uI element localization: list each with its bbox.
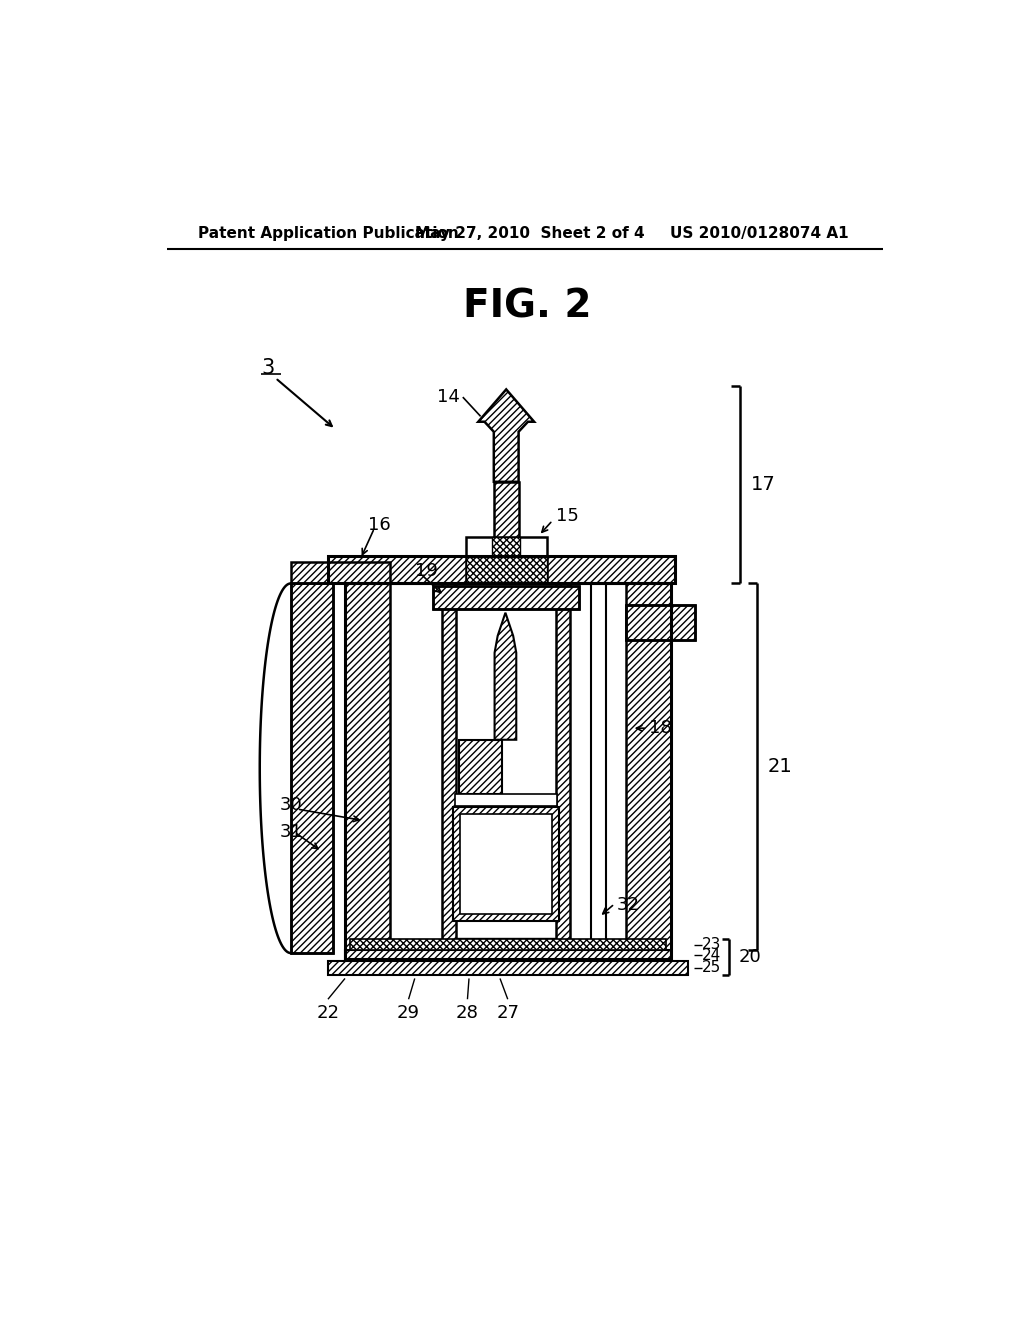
Text: 20: 20 — [738, 948, 762, 966]
Bar — [345, 583, 390, 960]
Bar — [345, 583, 671, 960]
Bar — [328, 556, 675, 583]
Text: 16: 16 — [369, 516, 391, 533]
Bar — [455, 793, 557, 807]
Bar — [466, 537, 547, 556]
Text: 30: 30 — [280, 796, 303, 814]
Text: 24: 24 — [701, 948, 721, 962]
Bar — [328, 556, 466, 583]
Bar — [442, 583, 456, 950]
Bar — [432, 586, 579, 609]
Bar — [328, 961, 687, 974]
Text: 25: 25 — [701, 960, 721, 975]
Text: 3: 3 — [261, 358, 274, 378]
Bar — [291, 583, 334, 953]
Text: 19: 19 — [415, 562, 437, 579]
Polygon shape — [495, 612, 516, 739]
Text: 28: 28 — [456, 1003, 479, 1022]
Bar — [460, 813, 552, 913]
Bar — [459, 739, 503, 793]
Text: 21: 21 — [767, 758, 793, 776]
Bar — [349, 940, 666, 950]
Text: 27: 27 — [497, 1003, 519, 1022]
Text: 17: 17 — [751, 475, 776, 495]
Text: 23: 23 — [701, 937, 721, 952]
Text: US 2010/0128074 A1: US 2010/0128074 A1 — [671, 226, 849, 242]
Bar — [493, 537, 520, 556]
Text: 18: 18 — [649, 719, 672, 737]
Polygon shape — [478, 389, 535, 482]
Bar — [345, 950, 671, 961]
Bar — [291, 562, 390, 583]
Text: 32: 32 — [616, 896, 639, 915]
Bar — [626, 605, 695, 640]
Bar — [556, 583, 569, 950]
Text: 15: 15 — [556, 507, 579, 525]
Bar — [466, 557, 547, 582]
Text: 22: 22 — [316, 1003, 339, 1022]
Bar — [547, 556, 675, 583]
Text: May 27, 2010  Sheet 2 of 4: May 27, 2010 Sheet 2 of 4 — [415, 226, 644, 242]
Text: 14: 14 — [437, 388, 460, 407]
Bar — [432, 586, 579, 609]
Bar — [291, 583, 334, 953]
Bar — [626, 605, 695, 640]
Bar — [626, 583, 671, 960]
Bar — [494, 482, 518, 537]
Text: 29: 29 — [397, 1003, 420, 1022]
Text: Patent Application Publication: Patent Application Publication — [198, 226, 459, 242]
Text: 31: 31 — [280, 824, 303, 841]
Text: FIG. 2: FIG. 2 — [463, 288, 591, 326]
Bar — [453, 807, 559, 921]
